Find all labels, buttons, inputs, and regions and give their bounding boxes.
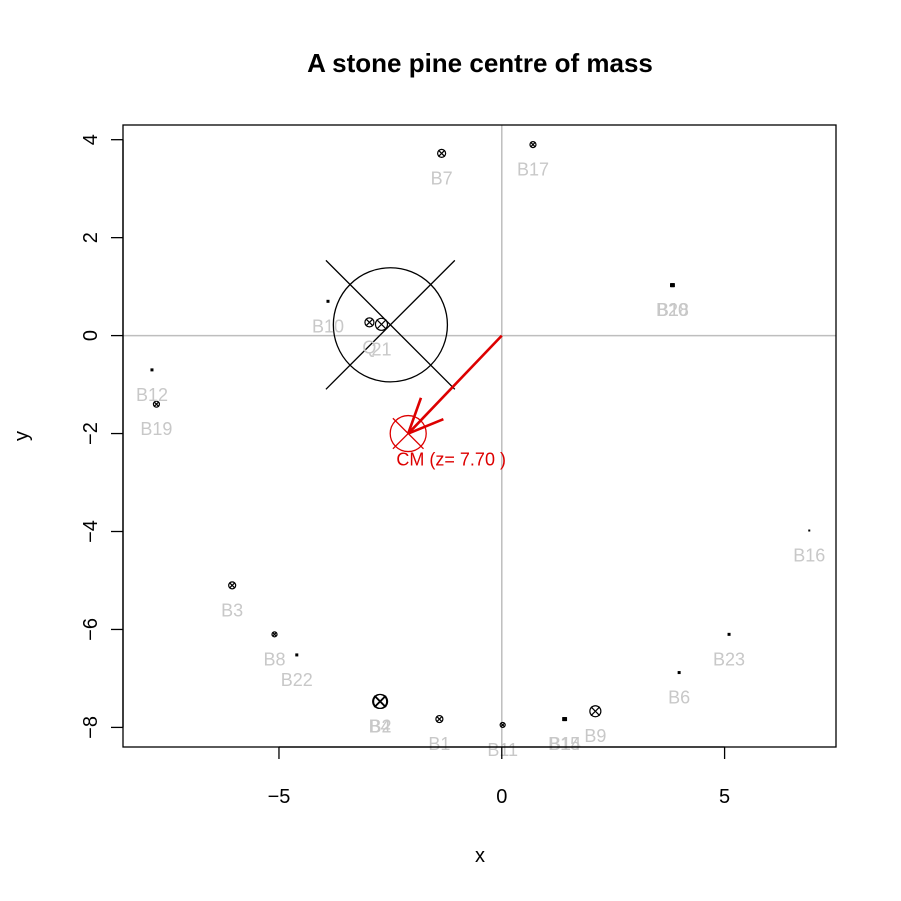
- y-axis-label: y: [11, 431, 33, 441]
- point-label: B4: [369, 716, 391, 736]
- point-label: B18: [657, 300, 689, 320]
- x-tick-label: 5: [719, 786, 730, 808]
- point-label: B9: [584, 726, 606, 746]
- data-point: [670, 283, 675, 288]
- point-label: B10: [312, 316, 344, 336]
- x-tick-label: 0: [496, 786, 507, 808]
- point-label: B23: [713, 649, 745, 669]
- data-point: [326, 299, 330, 303]
- centre-of-mass-cross: [392, 417, 424, 450]
- data-point: [271, 631, 278, 638]
- x-axis: −5 0 5: [268, 746, 730, 808]
- data-point: [374, 317, 389, 331]
- point-label: B7: [431, 168, 453, 188]
- data-point: [727, 632, 731, 636]
- point-label: B15: [548, 734, 580, 754]
- point-label: B22: [281, 670, 313, 690]
- data-point: [437, 148, 447, 159]
- data-point: [808, 529, 811, 532]
- point-label: B20: [656, 300, 688, 320]
- data-point: [563, 717, 568, 722]
- data-point: [435, 714, 444, 724]
- chart-title: A stone pine centre of mass: [307, 48, 653, 78]
- data-point: [364, 317, 375, 328]
- y-tick-label: −6: [80, 618, 102, 641]
- data-point: [150, 368, 154, 372]
- y-tick-label: −2: [80, 422, 102, 445]
- data-points: [150, 140, 811, 729]
- arrow-head: [406, 397, 423, 434]
- centre-of-mass-arrow: [407, 334, 503, 435]
- x-axis-label: x: [475, 845, 485, 867]
- x-tick-label: −5: [268, 786, 291, 808]
- centre-of-mass-marker: [389, 414, 427, 453]
- y-axis: −8 −6 −4 −2 0 2 4: [80, 134, 124, 739]
- y-tick-label: 2: [80, 232, 102, 243]
- reference-lines: [123, 125, 836, 747]
- point-label: B17: [517, 160, 549, 180]
- point-label: B11: [487, 740, 518, 760]
- point-label: B6: [668, 688, 690, 708]
- data-point: [228, 581, 237, 590]
- point-label: B8: [263, 649, 285, 669]
- point-label: B2: [370, 716, 392, 736]
- data-point: [499, 721, 506, 729]
- point-label: B19: [140, 419, 172, 439]
- data-point: [677, 671, 681, 675]
- data-point: [589, 705, 602, 718]
- data-point: [295, 653, 299, 657]
- point-label: 21: [371, 339, 391, 359]
- data-point: [372, 693, 388, 710]
- point-label: B12: [136, 385, 168, 405]
- target-cross-line: [325, 259, 456, 390]
- y-tick-label: −4: [80, 520, 102, 543]
- arrow-head: [407, 417, 444, 435]
- centre-of-mass-group: CM (z= 7.70 ): [389, 334, 506, 470]
- target-circle: [332, 267, 449, 383]
- y-tick-label: 0: [80, 330, 102, 341]
- point-label: Q: [362, 337, 376, 357]
- centre-target-marker: [325, 259, 456, 390]
- centre-of-mass-label: CM (z= 7.70 ): [396, 450, 506, 470]
- point-label: B1: [428, 734, 450, 754]
- y-tick-label: 4: [80, 134, 102, 145]
- point-label: B16: [793, 546, 825, 566]
- y-tick-label: −8: [80, 716, 102, 739]
- data-point: [152, 400, 161, 408]
- point-label: B3: [221, 600, 243, 620]
- data-point: [529, 140, 537, 149]
- point-label: B14: [549, 734, 581, 754]
